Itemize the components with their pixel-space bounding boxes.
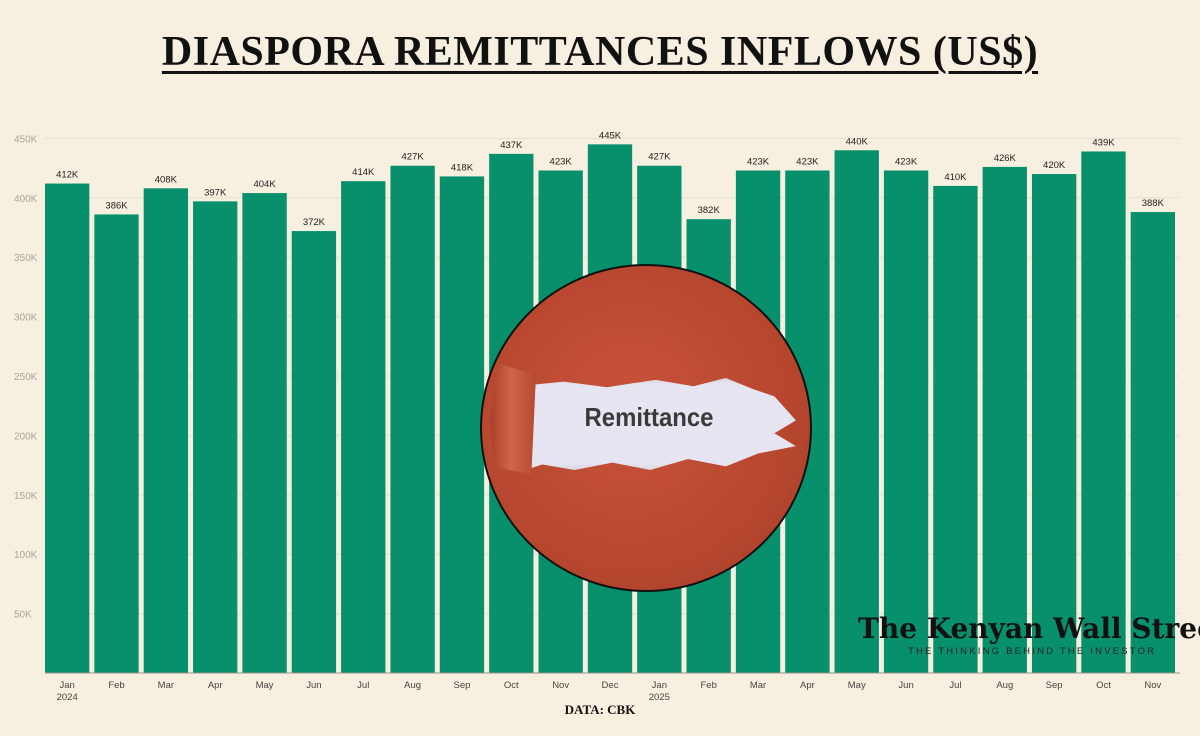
data-label: 427K [648, 152, 671, 163]
x-tick-label: Aug [404, 680, 421, 691]
x-tick-label: Oct [504, 680, 519, 691]
x-tick-label: Oct [1096, 680, 1111, 691]
x-tick-label: Nov [1144, 680, 1161, 691]
data-label: 414K [352, 167, 375, 178]
x-tick-label: Apr [800, 680, 815, 691]
x-tick-label: Feb [701, 680, 717, 691]
data-label: 382K [698, 205, 721, 216]
x-tick-label: May [256, 680, 274, 691]
publisher-logo: The Kenyan Wall Street THE THINKING BEHI… [858, 612, 1200, 657]
x-tick-label: Jan [652, 680, 667, 691]
bar [1081, 151, 1126, 673]
x-tick-label: May [848, 680, 866, 691]
data-label: 423K [550, 156, 573, 167]
bar [933, 185, 978, 674]
data-label: 412K [56, 170, 79, 181]
y-tick-label: 200K [14, 431, 38, 442]
bar [1031, 174, 1077, 674]
y-tick-label: 50K [14, 610, 32, 621]
bar [94, 214, 139, 673]
y-tick-label: 250K [14, 372, 38, 383]
data-label: 437K [500, 140, 523, 151]
data-label: 423K [895, 156, 918, 167]
bar [390, 165, 435, 673]
y-tick-label: 300K [14, 313, 38, 324]
x-tick-label: 2024 [57, 692, 78, 703]
data-label: 445K [599, 130, 622, 141]
x-tick-label: Jun [898, 680, 913, 691]
y-tick-label: 450K [14, 134, 38, 145]
y-tick-label: 350K [14, 253, 38, 264]
x-tick-label: Aug [996, 680, 1013, 691]
data-label: 388K [1142, 198, 1165, 209]
data-label: 372K [303, 217, 326, 228]
torn-paper-strip [526, 378, 796, 470]
remittance-badge-image: Remittance [480, 264, 812, 592]
data-label: 404K [253, 179, 276, 190]
bar [439, 176, 485, 673]
bar [982, 166, 1027, 674]
data-source: DATA: CBK [564, 702, 636, 717]
bar [834, 150, 879, 673]
x-tick-label: Nov [552, 680, 569, 691]
x-tick-label: Apr [208, 680, 223, 691]
x-tick-label: Mar [158, 680, 174, 691]
bar [1130, 212, 1175, 673]
bar [143, 188, 189, 673]
x-tick-label: Sep [1046, 680, 1063, 691]
data-label: 410K [944, 172, 967, 183]
data-label: 440K [846, 136, 869, 147]
data-label: 423K [796, 156, 819, 167]
data-label: 418K [451, 162, 474, 173]
y-tick-label: 400K [14, 194, 38, 205]
data-label: 439K [1092, 137, 1115, 148]
bar [883, 170, 929, 673]
y-tick-label: 150K [14, 491, 38, 502]
bar [45, 183, 90, 673]
x-tick-label: Feb [108, 680, 124, 691]
bar [193, 201, 238, 673]
data-label: 397K [204, 187, 227, 198]
logo-tagline: THE THINKING BEHIND THE INVESTOR [908, 646, 1157, 657]
x-tick-label: Jun [306, 680, 321, 691]
x-tick-label: Mar [750, 680, 766, 691]
data-label: 427K [402, 152, 425, 163]
logo-name: The Kenyan Wall Street [858, 612, 1200, 645]
bar [242, 193, 287, 673]
data-label: 426K [994, 153, 1017, 164]
bar [341, 181, 386, 673]
bar [291, 231, 337, 673]
data-label: 423K [747, 156, 770, 167]
x-tick-label: Dec [602, 680, 619, 691]
badge-word: Remittance [584, 402, 714, 432]
x-tick-label: 2025 [649, 692, 670, 703]
y-tick-label: 100K [14, 550, 38, 561]
paper-curl [490, 364, 536, 474]
x-tick-label: Jul [357, 680, 369, 691]
x-tick-label: Jan [60, 680, 75, 691]
data-label: 386K [105, 200, 128, 211]
chart-title: DIASPORA REMITTANCES INFLOWS (US$) [161, 29, 1039, 75]
x-tick-label: Jul [949, 680, 961, 691]
data-label: 408K [155, 174, 178, 185]
x-tick-label: Sep [454, 680, 471, 691]
data-label: 420K [1043, 160, 1066, 171]
